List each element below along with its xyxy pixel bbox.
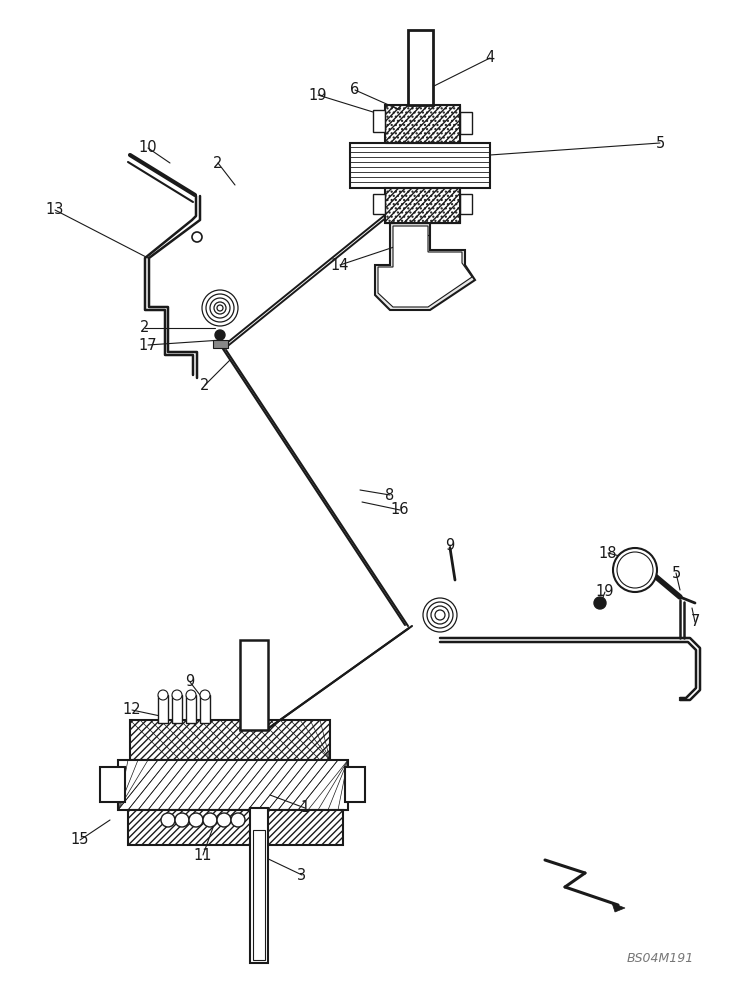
- Circle shape: [158, 690, 168, 700]
- Bar: [200, 695, 210, 723]
- Bar: [385, 105, 460, 143]
- Bar: [213, 340, 228, 348]
- Polygon shape: [612, 903, 625, 912]
- Circle shape: [594, 597, 606, 609]
- Circle shape: [214, 302, 226, 314]
- Text: 18: 18: [599, 546, 618, 560]
- Circle shape: [206, 294, 234, 322]
- Text: 2: 2: [213, 155, 223, 170]
- Circle shape: [210, 298, 230, 318]
- Bar: [385, 188, 460, 223]
- Polygon shape: [375, 223, 475, 310]
- Circle shape: [427, 602, 453, 628]
- Bar: [240, 640, 268, 730]
- Text: 1: 1: [300, 800, 310, 816]
- Bar: [460, 194, 472, 214]
- Circle shape: [202, 290, 238, 326]
- Bar: [172, 695, 182, 723]
- Circle shape: [217, 305, 223, 311]
- Circle shape: [217, 813, 231, 827]
- Bar: [385, 105, 460, 143]
- Text: 19: 19: [308, 88, 328, 103]
- Bar: [373, 194, 385, 214]
- Bar: [130, 720, 330, 760]
- Bar: [373, 110, 385, 132]
- Text: 9: 9: [185, 674, 194, 690]
- Circle shape: [423, 598, 457, 632]
- Circle shape: [215, 330, 225, 340]
- Circle shape: [175, 813, 189, 827]
- Text: 9: 9: [445, 538, 455, 552]
- Bar: [460, 112, 472, 134]
- Text: 7: 7: [690, 614, 700, 630]
- Bar: [128, 810, 343, 845]
- Text: 13: 13: [46, 202, 64, 218]
- Bar: [253, 830, 265, 960]
- Bar: [186, 695, 196, 723]
- Bar: [385, 188, 460, 223]
- Text: 2: 2: [200, 377, 210, 392]
- Text: 10: 10: [138, 140, 158, 155]
- Text: 12: 12: [123, 702, 141, 718]
- Circle shape: [161, 813, 175, 827]
- Bar: [100, 767, 125, 802]
- Text: 5: 5: [671, 566, 681, 580]
- Bar: [158, 695, 168, 723]
- Text: 11: 11: [194, 848, 212, 862]
- Circle shape: [172, 690, 182, 700]
- Circle shape: [203, 813, 217, 827]
- Circle shape: [231, 813, 245, 827]
- Bar: [250, 808, 268, 963]
- Text: 3: 3: [297, 867, 307, 882]
- Text: 6: 6: [350, 83, 360, 98]
- Text: 19: 19: [595, 584, 615, 599]
- Text: 4: 4: [485, 50, 495, 66]
- Circle shape: [192, 232, 202, 242]
- Text: 8: 8: [386, 488, 394, 502]
- Circle shape: [431, 606, 449, 624]
- Circle shape: [200, 690, 210, 700]
- Circle shape: [613, 548, 657, 592]
- Circle shape: [186, 690, 196, 700]
- Text: 5: 5: [655, 135, 665, 150]
- Circle shape: [189, 813, 203, 827]
- Bar: [408, 30, 433, 105]
- Bar: [345, 767, 365, 802]
- Text: 14: 14: [330, 257, 350, 272]
- Text: 15: 15: [71, 832, 89, 848]
- Text: 17: 17: [138, 338, 158, 353]
- Bar: [350, 143, 490, 188]
- Circle shape: [435, 610, 445, 620]
- Text: BS04M191: BS04M191: [626, 952, 693, 964]
- Bar: [118, 760, 348, 810]
- Text: 16: 16: [391, 502, 409, 518]
- Polygon shape: [378, 226, 472, 307]
- Text: 2: 2: [141, 320, 149, 336]
